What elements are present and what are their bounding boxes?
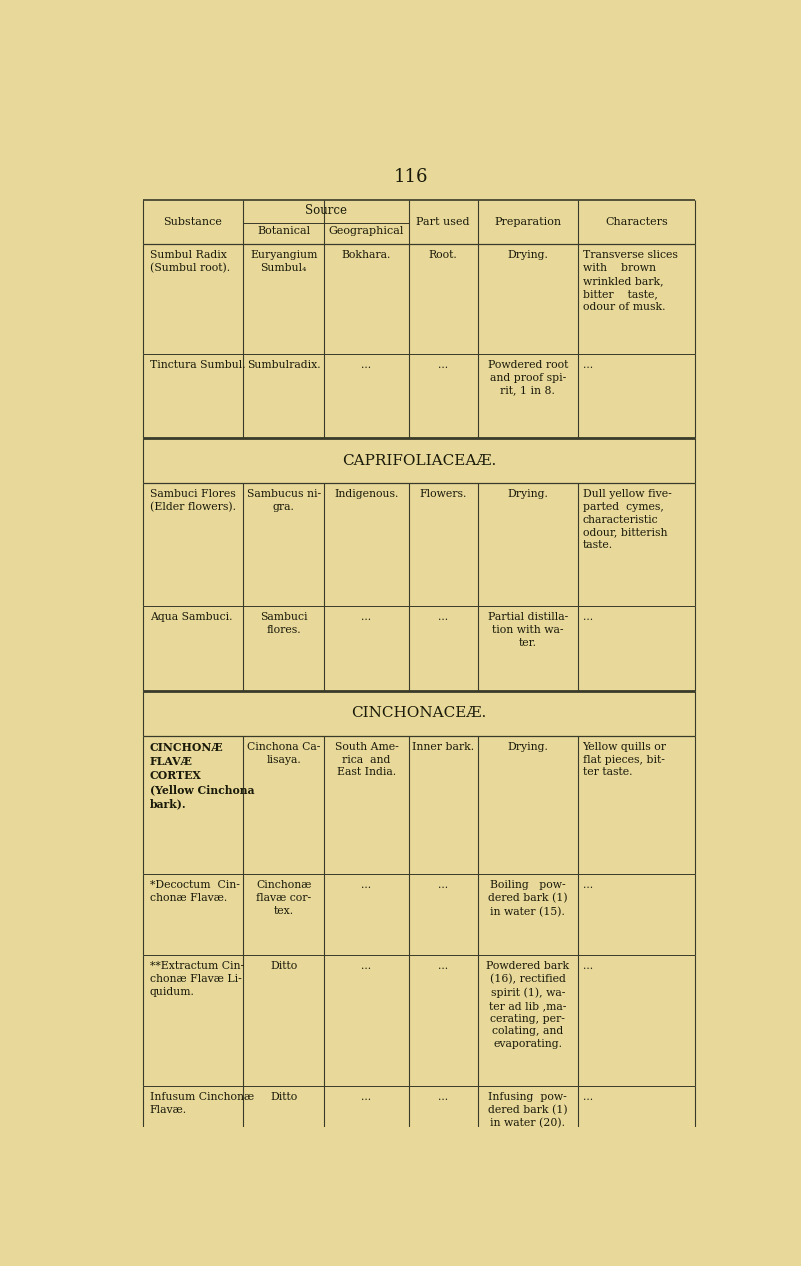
Text: ...: ...: [582, 961, 593, 971]
Text: Sambuci
flores.: Sambuci flores.: [260, 613, 308, 636]
Text: Cinchonæ
flavæ cor-
tex.: Cinchonæ flavæ cor- tex.: [256, 880, 312, 915]
Text: Sambuci Flores
(Elder flowers).: Sambuci Flores (Elder flowers).: [150, 489, 235, 513]
Text: Source: Source: [305, 204, 347, 216]
Text: 116: 116: [393, 167, 428, 186]
Text: ...: ...: [582, 613, 593, 623]
Text: ...: ...: [361, 880, 372, 890]
Text: *Decoctum  Cin-
chonæ Flavæ.: *Decoctum Cin- chonæ Flavæ.: [150, 880, 239, 903]
Text: Yellow quills or
flat pieces, bit-
ter taste.: Yellow quills or flat pieces, bit- ter t…: [582, 742, 666, 777]
Text: Drying.: Drying.: [507, 251, 548, 261]
Text: Bokhara.: Bokhara.: [342, 251, 391, 261]
Text: ...: ...: [582, 1093, 593, 1103]
Text: Powdered root
and proof spi-
rit, 1 in 8.: Powdered root and proof spi- rit, 1 in 8…: [488, 360, 568, 395]
Text: ...: ...: [438, 613, 449, 623]
Text: Aqua Sambuci.: Aqua Sambuci.: [150, 613, 232, 623]
Text: Cinchona Ca-
lisaya.: Cinchona Ca- lisaya.: [247, 742, 320, 765]
Text: Part used: Part used: [417, 216, 470, 227]
Text: Flowers.: Flowers.: [420, 489, 467, 499]
Text: ...: ...: [361, 613, 372, 623]
Text: Root.: Root.: [429, 251, 457, 261]
Text: Infusing  pow-
dered bark (1)
in water (20).: Infusing pow- dered bark (1) in water (2…: [488, 1093, 568, 1128]
Text: Partial distilla-
tion with wa-
ter.: Partial distilla- tion with wa- ter.: [488, 613, 568, 648]
Text: Ditto: Ditto: [270, 1093, 297, 1103]
Text: CINCHONACEÆ.: CINCHONACEÆ.: [352, 706, 487, 720]
Text: ...: ...: [438, 961, 449, 971]
Text: Geographical: Geographical: [329, 225, 405, 235]
Text: CINCHONÆ
FLAVÆ
CORTEX
(Yellow Cinchona
bark).: CINCHONÆ FLAVÆ CORTEX (Yellow Cinchona b…: [150, 742, 254, 809]
Text: South Ame-
rica  and
East India.: South Ame- rica and East India.: [335, 742, 398, 777]
Text: ...: ...: [438, 880, 449, 890]
Text: Characters: Characters: [606, 216, 668, 227]
Text: Preparation: Preparation: [494, 216, 562, 227]
Text: ...: ...: [361, 961, 372, 971]
Text: Infusum Cinchonæ
Flavæ.: Infusum Cinchonæ Flavæ.: [150, 1093, 254, 1115]
Text: Inner bark.: Inner bark.: [413, 742, 474, 752]
Text: Powdered bark
(16), rectified
spirit (1), wa-
ter ad lib ,ma-
cerating, per-
col: Powdered bark (16), rectified spirit (1)…: [486, 961, 570, 1050]
Text: Tinctura Sumbul.: Tinctura Sumbul.: [150, 360, 245, 370]
Text: Sumbul Radix
(Sumbul root).: Sumbul Radix (Sumbul root).: [150, 251, 230, 273]
Text: ...: ...: [438, 360, 449, 370]
Text: Substance: Substance: [163, 216, 222, 227]
Text: **Extractum Cin-
chonæ Flavæ Li-
quidum.: **Extractum Cin- chonæ Flavæ Li- quidum.: [150, 961, 244, 996]
Text: Euryangium
Sumbul₄: Euryangium Sumbul₄: [250, 251, 317, 273]
Text: Indigenous.: Indigenous.: [334, 489, 399, 499]
Text: Dull yellow five-
parted  cymes,
characteristic
odour, bitterish
taste.: Dull yellow five- parted cymes, characte…: [582, 489, 671, 551]
Text: ...: ...: [438, 1093, 449, 1103]
Text: Transverse slices
with    brown
wrinkled bark,
bitter    taste,
odour of musk.: Transverse slices with brown wrinkled ba…: [582, 251, 678, 311]
Text: Drying.: Drying.: [507, 489, 548, 499]
Text: Sumbulradix.: Sumbulradix.: [247, 360, 320, 370]
Text: CAPRIFOLIACEAÆ.: CAPRIFOLIACEAÆ.: [342, 453, 496, 467]
Text: ...: ...: [361, 360, 372, 370]
Text: Sambucus ni-
gra.: Sambucus ni- gra.: [247, 489, 320, 511]
Text: Botanical: Botanical: [257, 225, 310, 235]
Text: ...: ...: [361, 1093, 372, 1103]
Text: Boiling   pow-
dered bark (1)
in water (15).: Boiling pow- dered bark (1) in water (15…: [488, 880, 568, 917]
Text: ...: ...: [582, 880, 593, 890]
Text: Ditto: Ditto: [270, 961, 297, 971]
Text: ...: ...: [582, 360, 593, 370]
Text: Drying.: Drying.: [507, 742, 548, 752]
